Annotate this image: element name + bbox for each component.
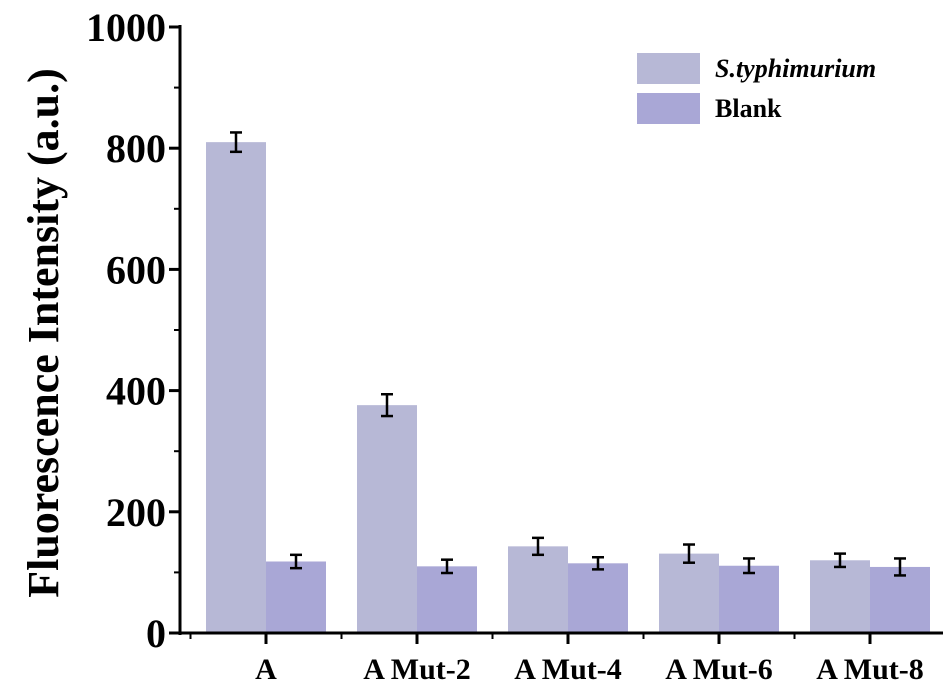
legend-label: S.typhimurium	[715, 54, 876, 83]
bar	[508, 546, 568, 633]
y-tick-labels: 0 200 400 600 800 1000	[86, 5, 166, 656]
bar	[206, 142, 266, 633]
y-tick-label: 1000	[86, 5, 166, 50]
y-tick-label: 800	[106, 126, 166, 171]
x-tick-label: A	[255, 653, 277, 686]
axes-group	[169, 25, 943, 644]
bar	[659, 553, 719, 633]
bar	[357, 405, 417, 633]
y-tick-label: 0	[146, 611, 166, 656]
x-category-labels: A A Mut-2 A Mut-4 A Mut-6 A Mut-8	[255, 653, 924, 686]
y-tick-label: 400	[106, 369, 166, 414]
bar	[266, 561, 326, 633]
legend: S.typhimurium Blank	[637, 53, 876, 124]
bars-group	[206, 142, 930, 633]
x-tick-label: A Mut-8	[816, 653, 924, 686]
x-tick-label: A Mut-4	[514, 653, 622, 686]
x-tick-label: A Mut-2	[363, 653, 471, 686]
legend-swatch	[637, 93, 700, 124]
bar	[719, 565, 779, 633]
bar	[870, 566, 930, 633]
y-axis-title: Fluorescence Intensity (a.u.)	[19, 68, 68, 598]
error-bars-group	[230, 131, 906, 577]
x-tick-label: A Mut-6	[665, 653, 773, 686]
bar	[417, 566, 477, 633]
legend-swatch	[637, 53, 700, 84]
y-tick-label: 200	[106, 490, 166, 535]
y-tick-label: 600	[106, 247, 166, 292]
bar	[810, 560, 870, 633]
bar	[568, 563, 628, 633]
legend-label: Blank	[715, 94, 782, 123]
